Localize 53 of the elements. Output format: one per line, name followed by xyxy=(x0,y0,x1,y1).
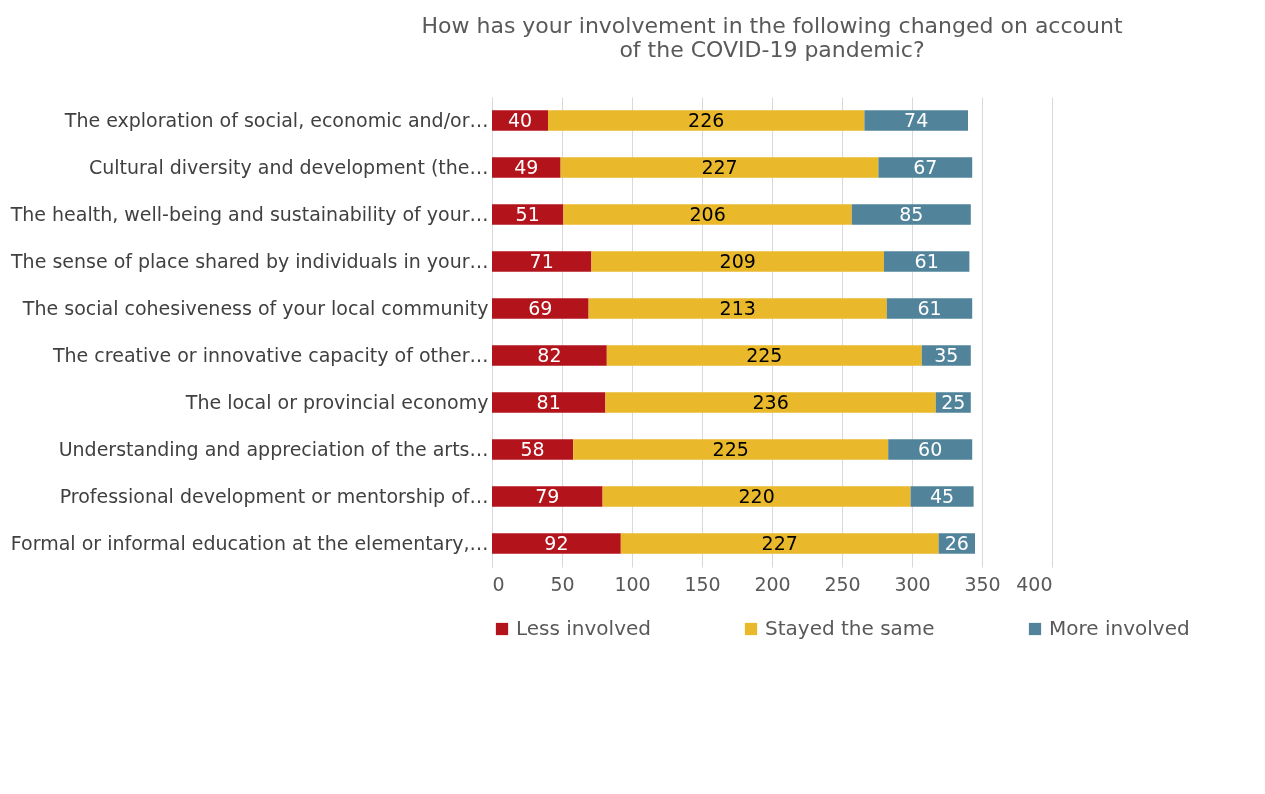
data-label: 81 xyxy=(536,390,561,413)
data-label: 35 xyxy=(934,343,959,366)
data-label: 74 xyxy=(904,108,929,131)
x-tick-label: 50 xyxy=(550,572,575,595)
y-tick-label: The sense of place shared by individuals in your… xyxy=(10,249,489,272)
data-label: 227 xyxy=(701,155,738,178)
x-tick-label: 250 xyxy=(824,572,861,595)
x-tick-label: 300 xyxy=(894,572,931,595)
data-label: 82 xyxy=(537,343,562,366)
x-tick-label: 200 xyxy=(754,572,791,595)
data-label: 220 xyxy=(738,484,775,507)
data-label: 51 xyxy=(515,202,540,225)
data-label: 69 xyxy=(528,296,553,319)
data-label: 227 xyxy=(761,531,798,554)
y-tick-label: Professional development or mentorship of… xyxy=(59,484,489,507)
data-label: 79 xyxy=(535,484,560,507)
data-label: 26 xyxy=(944,531,969,554)
data-label: 92 xyxy=(544,531,569,554)
chart-title: How has your involvement in the following changed on account of the COVID-19 pandemic? xyxy=(421,13,1123,62)
data-label: 60 xyxy=(918,437,943,460)
x-tick-label: 400 xyxy=(1016,572,1053,595)
y-tick-label: The local or provincial economy xyxy=(184,390,489,413)
data-label: 71 xyxy=(529,249,554,272)
legend-label: Less involved xyxy=(516,616,651,640)
data-label: 61 xyxy=(914,249,939,272)
y-tick-label: Formal or informal education at the elementary,… xyxy=(10,531,489,554)
data-label: 40 xyxy=(507,108,533,131)
data-label: 45 xyxy=(930,484,955,507)
y-tick-label: The social cohesiveness of your local community xyxy=(21,296,489,319)
x-tick-label: 350 xyxy=(964,572,1001,595)
y-tick-label: Understanding and appreciation of the arts… xyxy=(58,437,489,460)
data-label: 236 xyxy=(752,390,789,413)
y-tick-label: Cultural diversity and development (the… xyxy=(88,155,489,178)
data-label: 225 xyxy=(712,437,749,460)
data-label: 209 xyxy=(719,249,756,272)
legend-label: More involved xyxy=(1049,616,1190,640)
data-label: 226 xyxy=(688,108,725,131)
data-label: 25 xyxy=(941,390,966,413)
data-label: 67 xyxy=(913,155,938,178)
y-tick-label: The health, well-being and sustainability of your… xyxy=(9,202,489,225)
y-tick-label: The creative or innovative capacity of other… xyxy=(51,343,489,366)
data-label: 49 xyxy=(514,155,539,178)
data-label: 61 xyxy=(917,296,942,319)
x-tick-label: 150 xyxy=(684,572,721,595)
legend-label: Stayed the same xyxy=(765,616,935,640)
x-tick-label: 0 xyxy=(492,572,505,595)
data-label: 213 xyxy=(719,296,756,319)
x-tick-label: 100 xyxy=(614,572,651,595)
data-label: 225 xyxy=(746,343,783,366)
y-tick-label: The exploration of social, economic and/or… xyxy=(63,108,489,131)
data-label: 206 xyxy=(689,202,726,225)
data-label: 58 xyxy=(520,437,545,460)
data-label: 85 xyxy=(899,202,924,225)
